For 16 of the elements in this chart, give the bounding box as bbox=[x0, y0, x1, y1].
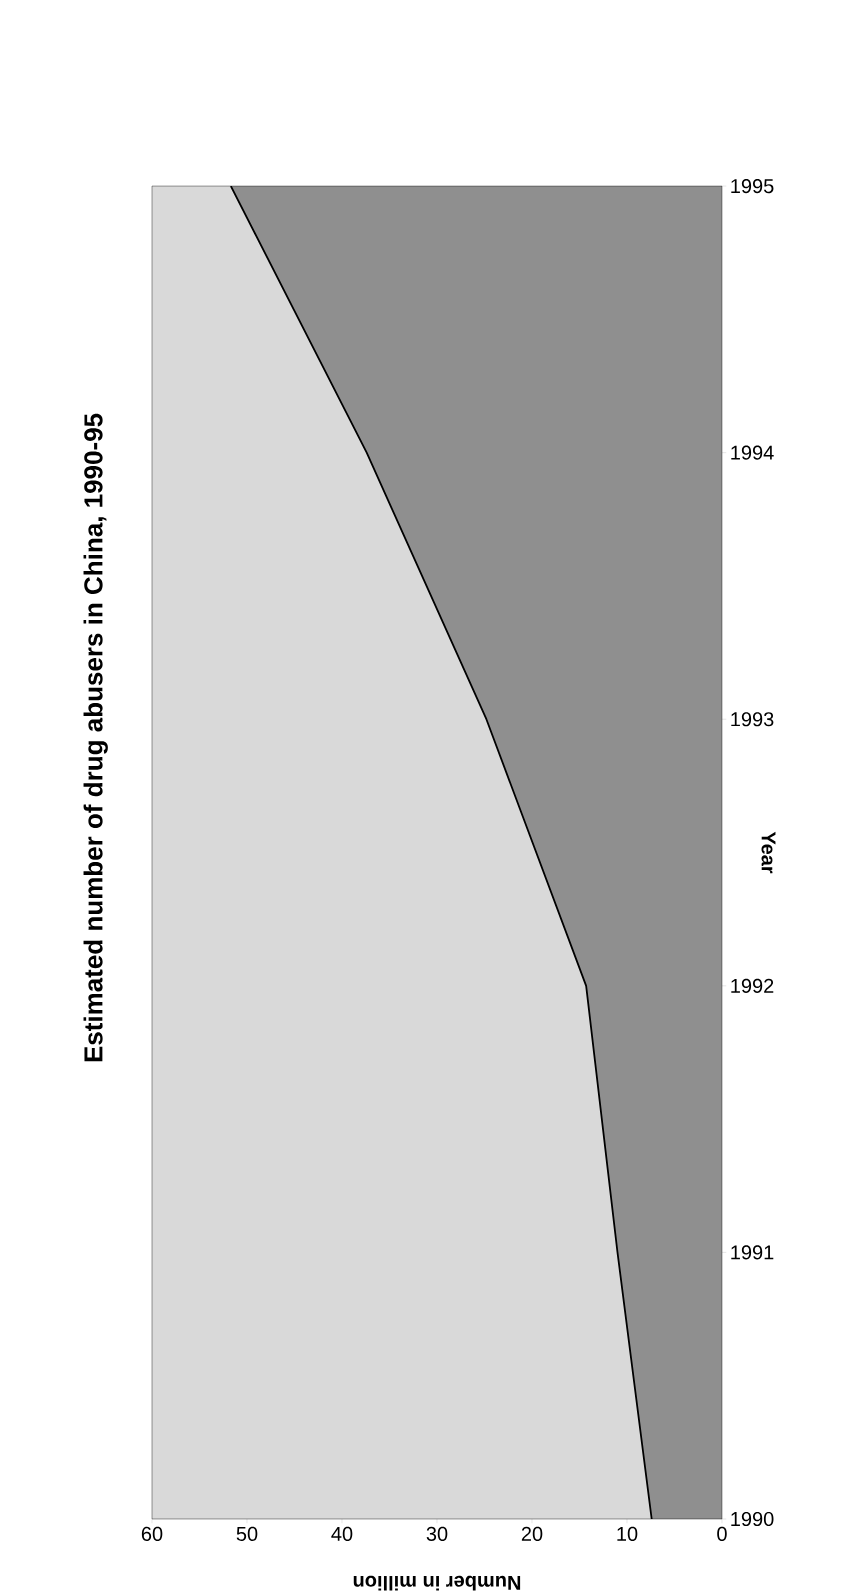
y-tick-label: 1990 bbox=[731, 1511, 774, 1527]
x-tick-label: 60 bbox=[141, 1526, 163, 1541]
x-tick-label: 10 bbox=[617, 1526, 638, 1541]
text: Estimated number of drug abusers in China, 1990-95 bbox=[83, 413, 108, 1062]
y-tick-label: 1993 bbox=[731, 712, 774, 727]
y-tick-label: 1994 bbox=[731, 445, 774, 460]
x-tick-label: 0 bbox=[717, 1526, 727, 1541]
x-tick-label: 20 bbox=[521, 1526, 543, 1541]
y-tick-label: 1991 bbox=[731, 1245, 774, 1260]
x-tick-label: 40 bbox=[331, 1526, 353, 1541]
x-tick-label: 30 bbox=[426, 1526, 448, 1541]
x-axis-title: Number in million bbox=[353, 1575, 521, 1591]
y-tick-label: 1992 bbox=[731, 978, 774, 993]
y-tick-label: 1995 bbox=[731, 178, 774, 194]
x-tick-label: 50 bbox=[236, 1526, 258, 1541]
y-axis-title: Year bbox=[761, 831, 776, 874]
